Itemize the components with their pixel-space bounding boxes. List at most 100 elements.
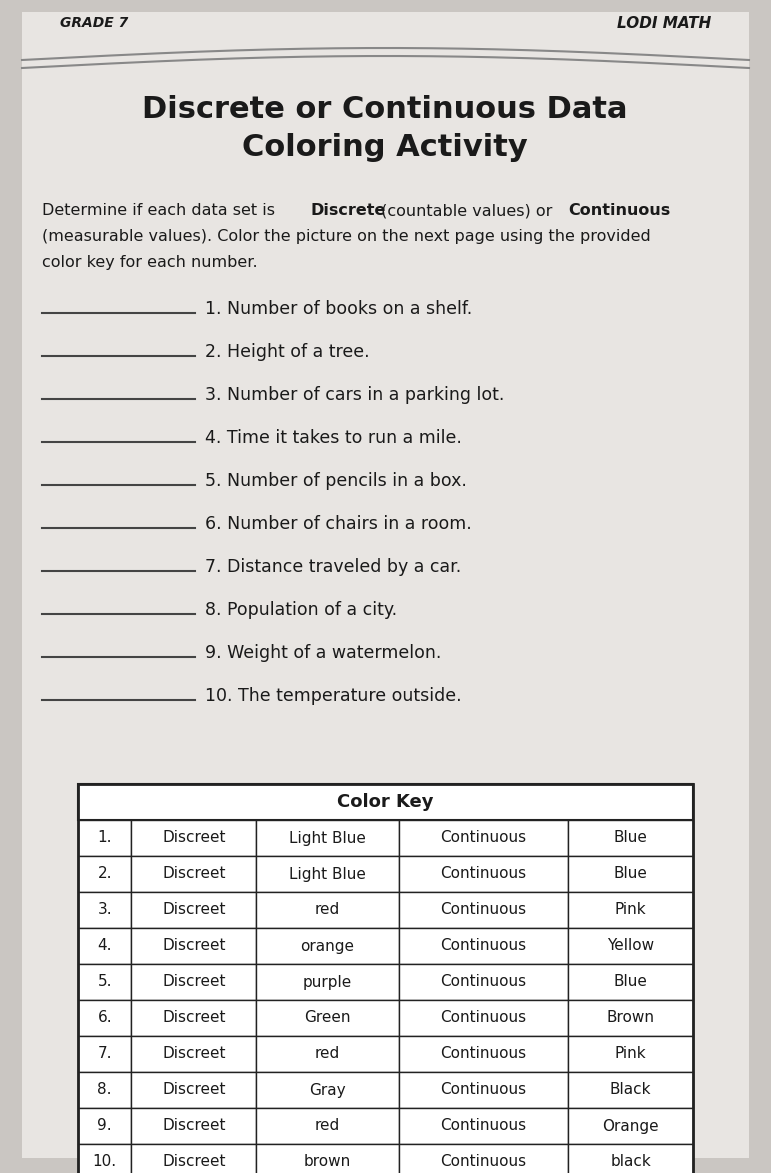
FancyBboxPatch shape bbox=[568, 891, 693, 928]
FancyBboxPatch shape bbox=[399, 964, 568, 1001]
FancyBboxPatch shape bbox=[78, 1072, 132, 1108]
FancyBboxPatch shape bbox=[132, 928, 256, 964]
Text: 6. Number of chairs in a room.: 6. Number of chairs in a room. bbox=[205, 515, 472, 533]
FancyBboxPatch shape bbox=[132, 1072, 256, 1108]
Text: 8.: 8. bbox=[97, 1083, 112, 1098]
Text: 3. Number of cars in a parking lot.: 3. Number of cars in a parking lot. bbox=[205, 386, 504, 404]
FancyBboxPatch shape bbox=[132, 964, 256, 1001]
FancyBboxPatch shape bbox=[256, 1072, 399, 1108]
Text: Discrete or Continuous Data: Discrete or Continuous Data bbox=[143, 95, 628, 124]
Text: brown: brown bbox=[304, 1154, 351, 1169]
Text: Orange: Orange bbox=[602, 1119, 659, 1133]
FancyBboxPatch shape bbox=[399, 856, 568, 891]
FancyBboxPatch shape bbox=[132, 891, 256, 928]
FancyBboxPatch shape bbox=[568, 856, 693, 891]
Text: Continuous: Continuous bbox=[440, 1010, 527, 1025]
Text: 9. Weight of a watermelon.: 9. Weight of a watermelon. bbox=[205, 644, 441, 662]
Text: Coloring Activity: Coloring Activity bbox=[242, 134, 528, 163]
Text: 5.: 5. bbox=[97, 975, 112, 990]
Text: Black: Black bbox=[610, 1083, 651, 1098]
Text: (countable values) or: (countable values) or bbox=[376, 203, 557, 218]
Text: 1. Number of books on a shelf.: 1. Number of books on a shelf. bbox=[205, 300, 473, 318]
FancyBboxPatch shape bbox=[256, 856, 399, 891]
Text: Discrete: Discrete bbox=[310, 203, 386, 218]
Text: 7. Distance traveled by a car.: 7. Distance traveled by a car. bbox=[205, 558, 461, 576]
Text: Color Key: Color Key bbox=[337, 793, 434, 811]
Text: Continuous: Continuous bbox=[440, 1154, 527, 1169]
Text: Continuous: Continuous bbox=[440, 1083, 527, 1098]
FancyBboxPatch shape bbox=[568, 1036, 693, 1072]
Text: 6.: 6. bbox=[97, 1010, 112, 1025]
Text: Blue: Blue bbox=[614, 867, 648, 881]
FancyBboxPatch shape bbox=[399, 928, 568, 964]
Text: Determine if each data set is: Determine if each data set is bbox=[42, 203, 280, 218]
Text: Light Blue: Light Blue bbox=[289, 830, 366, 846]
Text: red: red bbox=[315, 902, 340, 917]
FancyBboxPatch shape bbox=[399, 1001, 568, 1036]
FancyBboxPatch shape bbox=[78, 1036, 132, 1072]
Text: Discreet: Discreet bbox=[162, 1010, 226, 1025]
Text: LODI MATH: LODI MATH bbox=[617, 16, 711, 30]
FancyBboxPatch shape bbox=[78, 856, 132, 891]
FancyBboxPatch shape bbox=[78, 820, 132, 856]
FancyBboxPatch shape bbox=[132, 820, 256, 856]
Text: 2. Height of a tree.: 2. Height of a tree. bbox=[205, 343, 369, 361]
FancyBboxPatch shape bbox=[256, 1108, 399, 1144]
Text: Discreet: Discreet bbox=[162, 1119, 226, 1133]
FancyBboxPatch shape bbox=[568, 928, 693, 964]
Text: Discreet: Discreet bbox=[162, 975, 226, 990]
FancyBboxPatch shape bbox=[568, 820, 693, 856]
Text: Discreet: Discreet bbox=[162, 902, 226, 917]
Text: Blue: Blue bbox=[614, 830, 648, 846]
Text: purple: purple bbox=[303, 975, 352, 990]
Text: 4. Time it takes to run a mile.: 4. Time it takes to run a mile. bbox=[205, 429, 462, 447]
Text: Discreet: Discreet bbox=[162, 938, 226, 954]
Text: 2.: 2. bbox=[97, 867, 112, 881]
Text: 10.: 10. bbox=[93, 1154, 116, 1169]
Text: (measurable values). Color the picture on the next page using the provided: (measurable values). Color the picture o… bbox=[42, 229, 651, 244]
Text: Continuous: Continuous bbox=[440, 902, 527, 917]
FancyBboxPatch shape bbox=[256, 964, 399, 1001]
FancyBboxPatch shape bbox=[568, 1072, 693, 1108]
FancyBboxPatch shape bbox=[132, 1108, 256, 1144]
FancyBboxPatch shape bbox=[132, 1036, 256, 1072]
Text: Discreet: Discreet bbox=[162, 1083, 226, 1098]
FancyBboxPatch shape bbox=[256, 928, 399, 964]
Text: 3.: 3. bbox=[97, 902, 112, 917]
Text: Discreet: Discreet bbox=[162, 830, 226, 846]
Text: Continuous: Continuous bbox=[440, 867, 527, 881]
Text: 7.: 7. bbox=[97, 1046, 112, 1062]
FancyBboxPatch shape bbox=[78, 891, 132, 928]
Text: Light Blue: Light Blue bbox=[289, 867, 366, 881]
Text: Continuous: Continuous bbox=[440, 975, 527, 990]
Text: 4.: 4. bbox=[97, 938, 112, 954]
FancyBboxPatch shape bbox=[568, 964, 693, 1001]
Text: red: red bbox=[315, 1119, 340, 1133]
FancyBboxPatch shape bbox=[78, 1001, 132, 1036]
FancyBboxPatch shape bbox=[256, 1036, 399, 1072]
FancyBboxPatch shape bbox=[399, 1072, 568, 1108]
FancyBboxPatch shape bbox=[78, 928, 132, 964]
FancyBboxPatch shape bbox=[256, 820, 399, 856]
FancyBboxPatch shape bbox=[22, 12, 749, 1158]
Text: orange: orange bbox=[301, 938, 355, 954]
Text: Continuous: Continuous bbox=[440, 1046, 527, 1062]
Text: Discreet: Discreet bbox=[162, 1154, 226, 1169]
Text: Continuous: Continuous bbox=[440, 1119, 527, 1133]
FancyBboxPatch shape bbox=[78, 1144, 132, 1173]
FancyBboxPatch shape bbox=[568, 1001, 693, 1036]
Text: Yellow: Yellow bbox=[607, 938, 654, 954]
FancyBboxPatch shape bbox=[132, 1001, 256, 1036]
Text: 10. The temperature outside.: 10. The temperature outside. bbox=[205, 687, 462, 705]
FancyBboxPatch shape bbox=[132, 856, 256, 891]
Text: Pink: Pink bbox=[614, 902, 646, 917]
Text: 8. Population of a city.: 8. Population of a city. bbox=[205, 601, 397, 619]
Text: Discreet: Discreet bbox=[162, 867, 226, 881]
Text: GRADE 7: GRADE 7 bbox=[60, 16, 128, 30]
Text: 9.: 9. bbox=[97, 1119, 112, 1133]
FancyBboxPatch shape bbox=[78, 964, 132, 1001]
FancyBboxPatch shape bbox=[399, 1036, 568, 1072]
Text: black: black bbox=[610, 1154, 651, 1169]
Text: 1.: 1. bbox=[97, 830, 112, 846]
Text: 5. Number of pencils in a box.: 5. Number of pencils in a box. bbox=[205, 472, 467, 490]
